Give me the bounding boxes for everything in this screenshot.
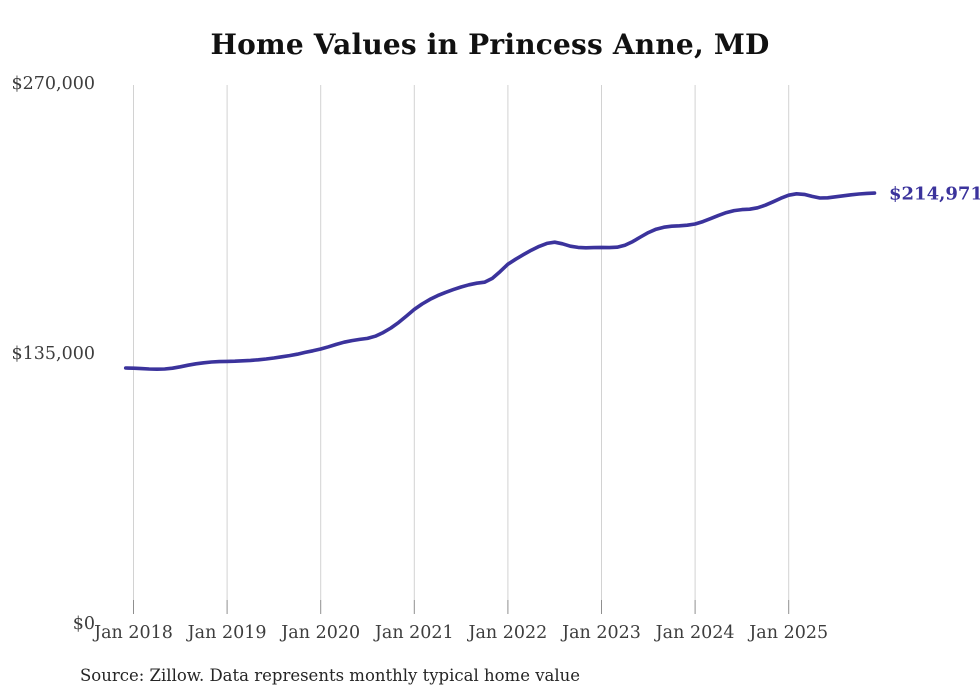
x-tick-label: Jan 2025 bbox=[747, 623, 828, 643]
y-tick-label: $270,000 bbox=[11, 74, 95, 94]
x-tick-label: Jan 2024 bbox=[654, 623, 735, 643]
x-tick-label: Jan 2023 bbox=[560, 623, 641, 643]
x-tick-label: Jan 2021 bbox=[373, 623, 454, 643]
chart-title: Home Values in Princess Anne, MD bbox=[210, 28, 770, 61]
x-tick-label: Jan 2018 bbox=[92, 623, 173, 643]
x-tick-label: Jan 2022 bbox=[466, 623, 547, 643]
x-tick-label: Jan 2020 bbox=[279, 623, 360, 643]
x-tick-label: Jan 2019 bbox=[186, 623, 267, 643]
value-line bbox=[123, 191, 877, 372]
y-tick-label: $0 bbox=[73, 614, 95, 634]
source-note: Source: Zillow. Data represents monthly … bbox=[80, 666, 581, 685]
value-end-label: $214,971 bbox=[889, 184, 980, 205]
y-tick-label: $135,000 bbox=[11, 344, 95, 364]
